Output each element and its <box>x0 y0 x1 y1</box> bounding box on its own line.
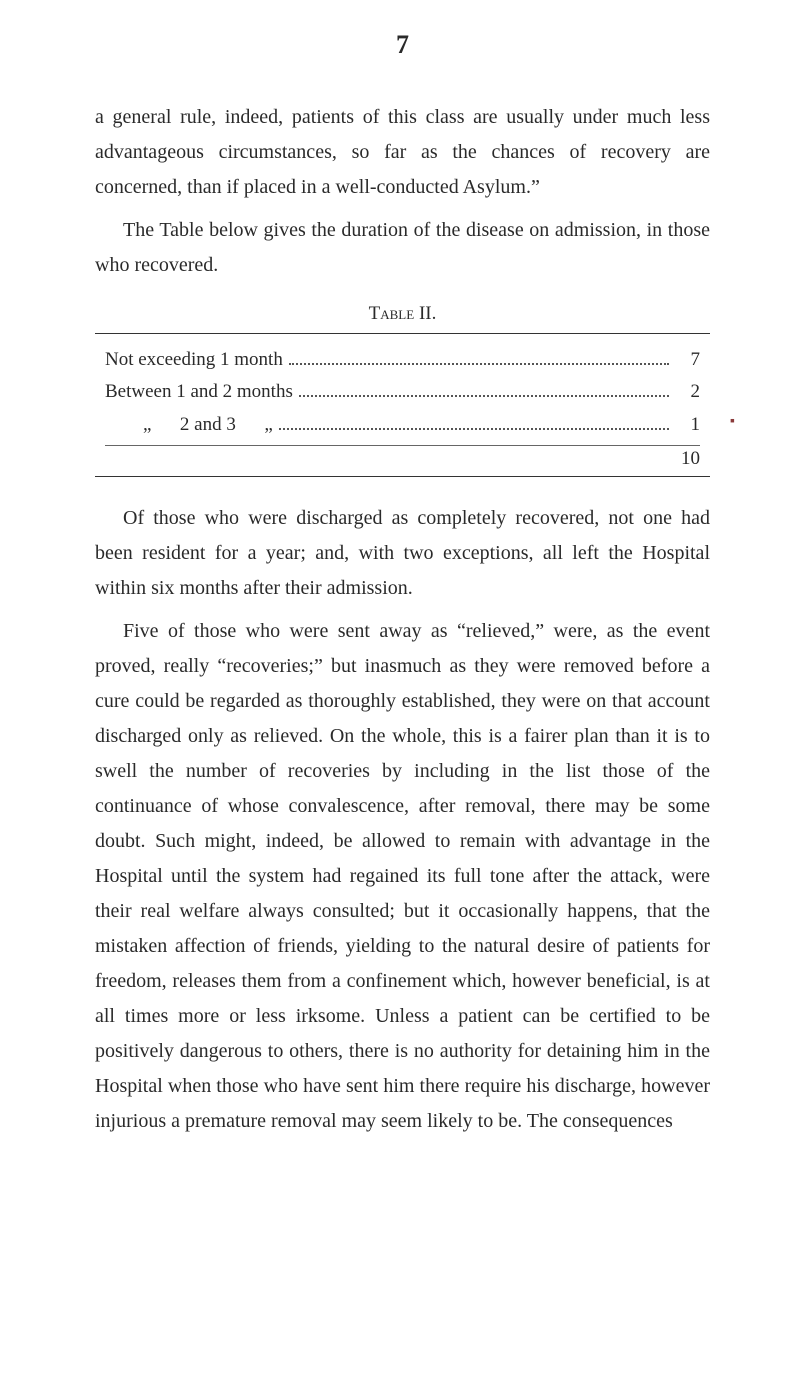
table-row-value: 2 <box>675 376 700 408</box>
table-row-value: 7 <box>675 344 700 376</box>
table-row-value: 1 <box>675 409 700 441</box>
table-total-row: 10 <box>105 445 700 470</box>
table-row-label: „ 2 and 3 „ <box>105 409 273 441</box>
paragraph-2: The Table below gives the duration of th… <box>95 213 710 283</box>
table-title: Table II. <box>95 303 710 325</box>
table-row: Not exceeding 1 month 7 <box>105 344 700 376</box>
table-row-label: Between 1 and 2 months <box>105 376 293 408</box>
table-container: Not exceeding 1 month 7 Between 1 and 2 … <box>95 333 710 477</box>
page-number: 7 <box>95 30 710 60</box>
paragraph-3: Of those who were discharged as complete… <box>95 501 710 606</box>
paragraph-4: Five of those who were sent away as “rel… <box>95 614 710 1139</box>
table-total-value: 10 <box>675 448 700 470</box>
table-row: „ 2 and 3 „ 1 <box>105 409 700 441</box>
table-dots <box>299 395 669 397</box>
paragraph-1: a general rule, indeed, patients of this… <box>95 100 710 205</box>
marginal-mark-icon: ▪ <box>730 414 735 430</box>
table-row: Between 1 and 2 months 2 <box>105 376 700 408</box>
table-row-label: Not exceeding 1 month <box>105 344 283 376</box>
table-dots <box>289 363 669 365</box>
table-dots <box>279 428 669 430</box>
